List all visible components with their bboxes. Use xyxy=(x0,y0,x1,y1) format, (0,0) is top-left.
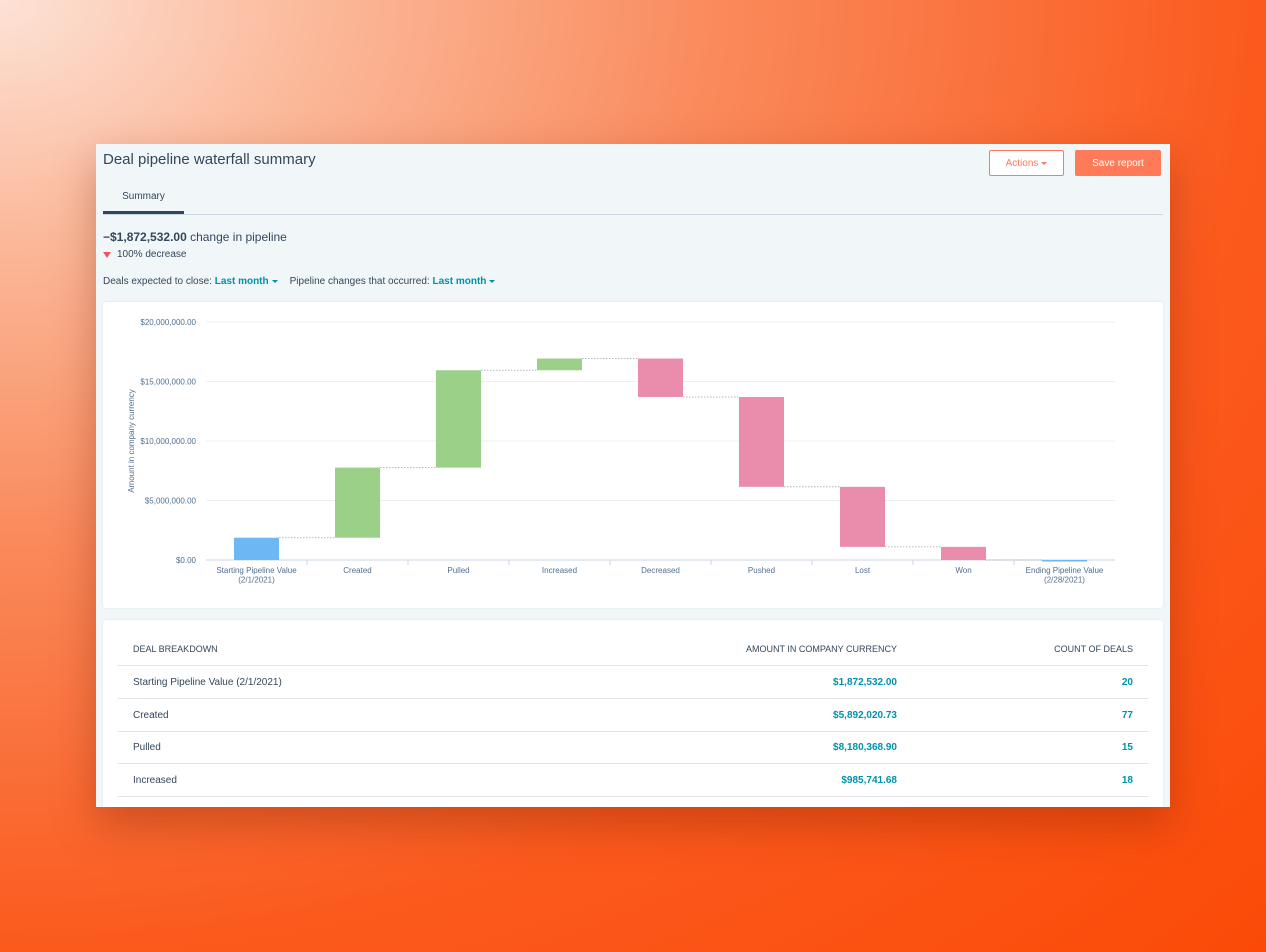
row-count[interactable]: 18 xyxy=(1121,775,1133,786)
table-row: Starting Pipeline Value (2/1/2021) $1,87… xyxy=(118,666,1148,699)
report-window: Deal pipeline waterfall summary Actions … xyxy=(96,144,1170,807)
row-count[interactable]: 77 xyxy=(1121,710,1133,721)
x-tick-label: Increased xyxy=(542,566,577,575)
row-label: Starting Pipeline Value (2/1/2021) xyxy=(133,677,282,688)
actions-button[interactable]: Actions xyxy=(989,150,1064,176)
save-report-button[interactable]: Save report xyxy=(1075,150,1161,176)
table-row: Pulled $8,180,368.90 15 xyxy=(118,731,1148,764)
header-deal-breakdown: DEAL BREAKDOWN xyxy=(133,644,218,654)
row-count[interactable]: 15 xyxy=(1121,742,1133,753)
x-tick-label: (2/28/2021) xyxy=(1044,576,1085,585)
waterfall-bar xyxy=(234,537,279,560)
row-amount[interactable]: $5,892,020.73 xyxy=(833,710,897,721)
y-tick-label: $0.00 xyxy=(176,556,197,565)
actions-label: Actions xyxy=(1005,157,1039,169)
waterfall-bar xyxy=(537,358,582,371)
x-tick-label: Lost xyxy=(855,566,871,575)
x-tick-label: Created xyxy=(343,566,371,575)
changes-filter-dropdown[interactable]: Last month xyxy=(433,276,496,287)
changes-filter-value: Last month xyxy=(432,276,487,287)
waterfall-bar xyxy=(1042,560,1087,562)
waterfall-chart-card: $0.00 $5,000,000.00 $10,000,000.00 $15,000,… xyxy=(103,302,1163,608)
waterfall-bar xyxy=(739,396,784,487)
down-triangle-icon xyxy=(103,251,111,258)
x-tick-label: Pushed xyxy=(748,566,775,575)
table-header: DEAL BREAKDOWN AMOUNT IN COMPANY CURRENC… xyxy=(118,620,1148,666)
waterfall-bar xyxy=(436,370,481,468)
x-tick-label: Decreased xyxy=(641,566,680,575)
x-tick-label: Pulled xyxy=(447,566,469,575)
decrease-indicator: 100% decrease xyxy=(103,249,187,260)
waterfall-bar xyxy=(941,546,986,560)
row-amount[interactable]: $1,872,532.00 xyxy=(833,677,897,688)
close-filter-label: Deals expected to close: xyxy=(103,276,212,287)
change-suffix: change in pipeline xyxy=(186,230,287,244)
tab-bar: Summary xyxy=(103,185,1163,215)
close-filter-dropdown[interactable]: Last month xyxy=(215,276,278,287)
row-amount[interactable]: $985,741.68 xyxy=(841,775,897,786)
y-tick-label: $10,000,000.00 xyxy=(140,437,196,446)
caret-down-icon xyxy=(1041,161,1048,165)
header-count: COUNT OF DEALS xyxy=(1054,644,1133,654)
change-value: −$1,872,532.00 xyxy=(103,230,187,244)
x-tick-label: (2/1/2021) xyxy=(238,576,275,585)
y-tick-label: $5,000,000.00 xyxy=(145,497,197,506)
x-tick-label: Ending Pipeline Value xyxy=(1026,566,1104,575)
close-filter-value: Last month xyxy=(214,276,269,287)
row-amount[interactable]: $8,180,368.90 xyxy=(833,742,897,753)
waterfall-bar xyxy=(840,486,885,547)
y-axis-label: Amount in company currency xyxy=(127,389,136,493)
row-label: Increased xyxy=(133,775,177,786)
y-tick-label: $15,000,000.00 xyxy=(140,378,196,387)
decrease-text: 100% decrease xyxy=(117,249,187,260)
caret-down-icon xyxy=(489,279,496,283)
x-tick-label: Won xyxy=(955,566,971,575)
y-tick-label: $20,000,000.00 xyxy=(140,318,196,327)
table-row: Created $5,892,020.73 77 xyxy=(118,699,1148,732)
close-date-filter: Deals expected to close: Last month xyxy=(103,276,278,287)
pipeline-changes-filter: Pipeline changes that occurred: Last mon… xyxy=(290,276,496,287)
pipeline-change: −$1,872,532.00 change in pipeline xyxy=(103,230,287,244)
x-tick-label: Starting Pipeline Value xyxy=(216,566,297,575)
header-amount: AMOUNT IN COMPANY CURRENCY xyxy=(745,644,897,654)
waterfall-bar xyxy=(638,358,683,397)
page-title: Deal pipeline waterfall summary xyxy=(103,151,316,168)
changes-filter-label: Pipeline changes that occurred: xyxy=(289,276,430,287)
filters-bar: Deals expected to close: Last month Pipe… xyxy=(103,276,496,287)
waterfall-bar xyxy=(335,467,380,538)
deal-breakdown-table: DEAL BREAKDOWN AMOUNT IN COMPANY CURRENC… xyxy=(103,620,1163,807)
table-row: Increased $985,741.68 18 xyxy=(118,764,1148,797)
row-label: Created xyxy=(133,710,169,721)
row-count[interactable]: 20 xyxy=(1121,677,1133,688)
waterfall-chart: $0.00 $5,000,000.00 $10,000,000.00 $15,000,… xyxy=(127,318,1115,585)
caret-down-icon xyxy=(271,279,278,283)
row-label: Pulled xyxy=(133,742,161,753)
tab-summary[interactable]: Summary xyxy=(103,185,184,214)
